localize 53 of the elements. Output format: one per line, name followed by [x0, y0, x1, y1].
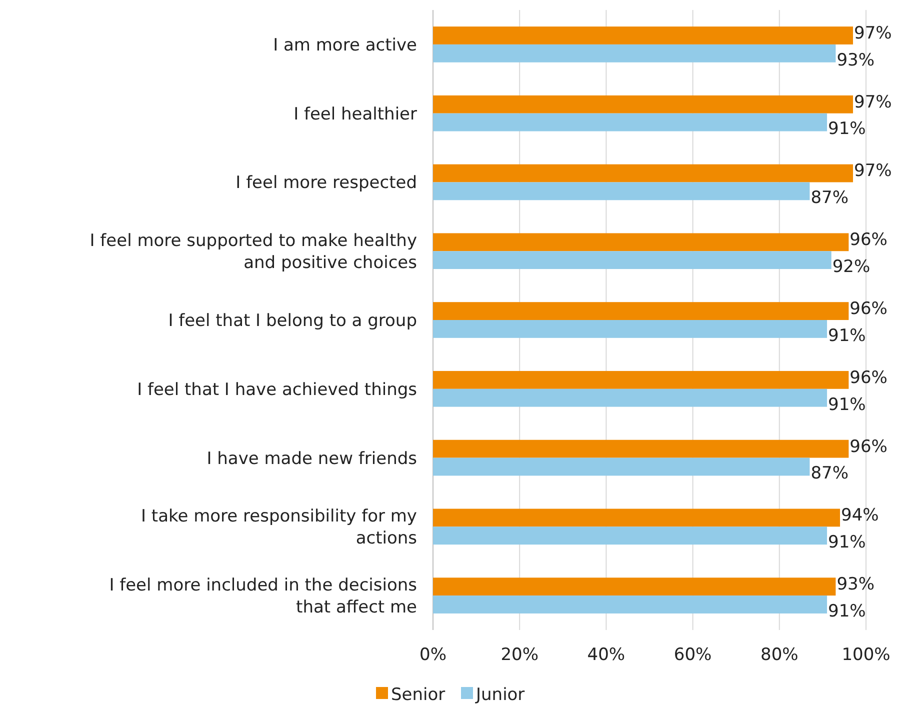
- bar: [433, 578, 836, 596]
- y-tick-label: I feel more supported to make healthy and positive choices: [90, 231, 418, 274]
- y-tick-label: I feel more included in the decisions that affect me: [109, 576, 418, 618]
- data-label: 94%: [841, 506, 879, 526]
- x-tick-label: 60%: [674, 645, 712, 665]
- data-label: 96%: [850, 436, 888, 457]
- data-label: 97%: [854, 161, 892, 182]
- y-tick-label: I feel that I have achieved things: [137, 380, 418, 400]
- data-label: 91%: [828, 601, 866, 622]
- x-tick-label: 100%: [842, 645, 890, 665]
- bar: [433, 388, 828, 407]
- bar: [433, 440, 849, 458]
- bar: [433, 26, 854, 44]
- y-tick-label: I feel healthier: [294, 104, 418, 124]
- y-tick-label: I am more active: [273, 35, 417, 56]
- data-label: 93%: [836, 574, 874, 595]
- bar: [433, 182, 810, 200]
- y-tick-label: I feel more respected: [236, 173, 417, 194]
- bar: [433, 596, 828, 614]
- data-label: 91%: [828, 532, 866, 553]
- y-tick-label: I feel that I belong to a group: [168, 311, 417, 331]
- data-label: 87%: [810, 188, 849, 208]
- y-tick-label: I take more responsibility for my actions: [140, 506, 418, 549]
- bar: [433, 458, 810, 476]
- data-label: 96%: [850, 230, 888, 250]
- data-label: 91%: [828, 394, 866, 415]
- data-label: 97%: [854, 92, 892, 112]
- bar: [433, 95, 854, 114]
- bar: [433, 164, 854, 182]
- bar: [433, 251, 832, 270]
- y-tick-label: I have made new friends: [206, 448, 418, 469]
- bar: [433, 302, 849, 320]
- legend-label: Senior: [391, 685, 446, 705]
- bar: [433, 526, 828, 545]
- data-label: 91%: [828, 119, 866, 140]
- data-label: 92%: [832, 257, 870, 278]
- data-label: 96%: [850, 368, 888, 388]
- bar: [433, 508, 840, 527]
- data-label: 91%: [828, 326, 866, 346]
- x-tick-label: 20%: [500, 645, 538, 665]
- x-tick-label: 80%: [760, 645, 798, 665]
- bar: [433, 233, 849, 252]
- bar: [433, 44, 836, 62]
- data-label: 96%: [850, 299, 888, 319]
- bar: [433, 320, 828, 338]
- x-tick-label: 0%: [420, 645, 446, 665]
- legend-label: Junior: [475, 685, 525, 705]
- data-label: 97%: [854, 23, 892, 44]
- x-tick-label: 40%: [587, 645, 626, 665]
- bar: [433, 113, 828, 132]
- bar: [433, 370, 849, 389]
- data-label: 93%: [836, 50, 874, 70]
- data-label: 87%: [810, 464, 849, 484]
